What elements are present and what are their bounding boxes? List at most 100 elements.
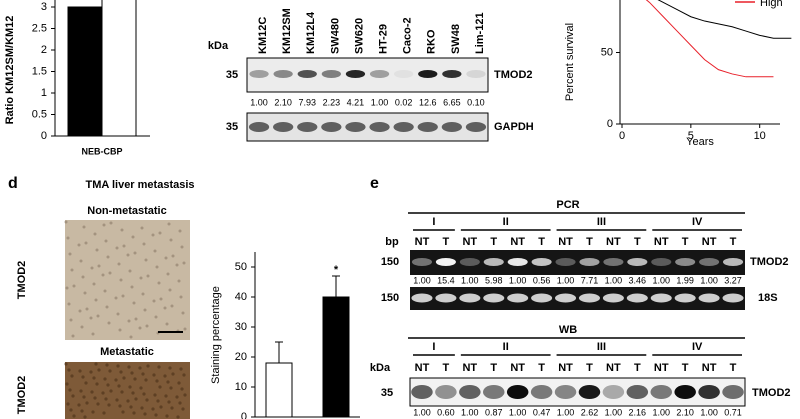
- lane-label: T: [538, 236, 545, 248]
- cell: [153, 393, 157, 397]
- cell: [178, 401, 182, 405]
- cell: [126, 399, 130, 403]
- cell: [145, 398, 149, 402]
- band: [626, 385, 649, 399]
- cell: [68, 388, 72, 392]
- cell: [141, 292, 145, 296]
- band: [465, 122, 487, 132]
- ratio-label: 15.4: [437, 275, 455, 285]
- survival-curve: [645, 0, 774, 78]
- cell: [138, 326, 142, 330]
- cell: [105, 305, 109, 309]
- band: [482, 385, 505, 399]
- legend-label: High: [760, 0, 783, 9]
- cell: [176, 415, 180, 419]
- band: [602, 293, 624, 303]
- ratio-label: 0.56: [533, 275, 551, 285]
- x-tick-label: 0: [619, 130, 625, 142]
- cell: [151, 407, 155, 411]
- x-tick-label: 5: [688, 130, 694, 142]
- cell: [103, 289, 107, 293]
- band: [393, 122, 414, 132]
- ratio-label: 7.71: [581, 275, 599, 285]
- cell: [118, 404, 122, 408]
- cell: [71, 394, 75, 398]
- cell: [104, 397, 108, 401]
- panel-title: TMA liver metastasis: [85, 179, 194, 191]
- band: [602, 385, 625, 399]
- cell: [77, 403, 81, 407]
- ratio-label: 1.00: [557, 275, 575, 285]
- cell: [105, 363, 109, 367]
- ratio-label: 1.00: [605, 275, 623, 285]
- cell: [171, 372, 175, 376]
- row-label: TMOD2: [16, 376, 28, 415]
- ratio-label: 1.00: [652, 407, 670, 417]
- cell: [154, 413, 158, 417]
- cell: [103, 377, 107, 381]
- cell: [180, 387, 184, 391]
- cell: [151, 233, 155, 237]
- band: [555, 258, 576, 266]
- ratio-label: 1.00: [700, 275, 718, 285]
- cell: [138, 366, 142, 370]
- lane-label: T: [586, 236, 593, 248]
- band: [506, 385, 529, 399]
- cell: [83, 291, 87, 295]
- cell: [133, 377, 137, 381]
- unit-label: bp: [385, 236, 399, 248]
- ratio-label: 1.99: [676, 275, 694, 285]
- cell: [169, 238, 173, 242]
- cell: [134, 397, 138, 401]
- band: [722, 293, 744, 303]
- ratio-label: 1.00: [652, 275, 670, 285]
- ratio-label: 0.02: [395, 97, 413, 107]
- ratio-label: 2.10: [676, 407, 694, 417]
- cell: [89, 370, 93, 374]
- ratio-label: 2.62: [581, 407, 599, 417]
- ratio-label: 2.23: [323, 97, 341, 107]
- band: [627, 258, 648, 266]
- ratio-label: 2.10: [274, 97, 292, 107]
- image-title: Metastatic: [100, 346, 154, 358]
- cell: [82, 225, 86, 229]
- cell: [96, 402, 100, 406]
- cell: [127, 365, 131, 369]
- panel-label: d: [8, 175, 18, 192]
- gene-label: TMOD2: [750, 256, 789, 268]
- cell: [143, 308, 147, 312]
- y-tick-label: 50: [235, 261, 247, 273]
- band: [273, 122, 294, 132]
- y-axis-label: Staining percentage: [210, 286, 222, 384]
- cell: [118, 328, 122, 332]
- band: [507, 293, 529, 303]
- band: [698, 293, 720, 303]
- lane-label: T: [730, 236, 737, 248]
- band: [345, 70, 366, 78]
- cell: [107, 321, 111, 325]
- cell: [78, 369, 82, 373]
- cell: [145, 324, 149, 328]
- group-label: III: [597, 216, 606, 228]
- cell: [128, 385, 132, 389]
- group-label: I: [432, 341, 435, 353]
- band: [554, 385, 577, 399]
- cell: [158, 385, 162, 389]
- micrograph: [65, 220, 190, 340]
- band: [531, 293, 553, 303]
- cell: [84, 381, 88, 385]
- band: [651, 258, 672, 266]
- lane-label: KM12C: [257, 17, 269, 54]
- lane-label: RKO: [426, 29, 438, 54]
- ratio-label: 3.46: [629, 275, 647, 285]
- cell: [166, 380, 170, 384]
- band: [273, 70, 293, 78]
- cell: [70, 268, 74, 272]
- band: [674, 293, 696, 303]
- cell: [109, 389, 113, 393]
- lane-label: T: [634, 236, 641, 248]
- cell: [117, 262, 121, 266]
- band: [459, 258, 480, 266]
- cell: [142, 242, 146, 246]
- cell: [101, 391, 105, 395]
